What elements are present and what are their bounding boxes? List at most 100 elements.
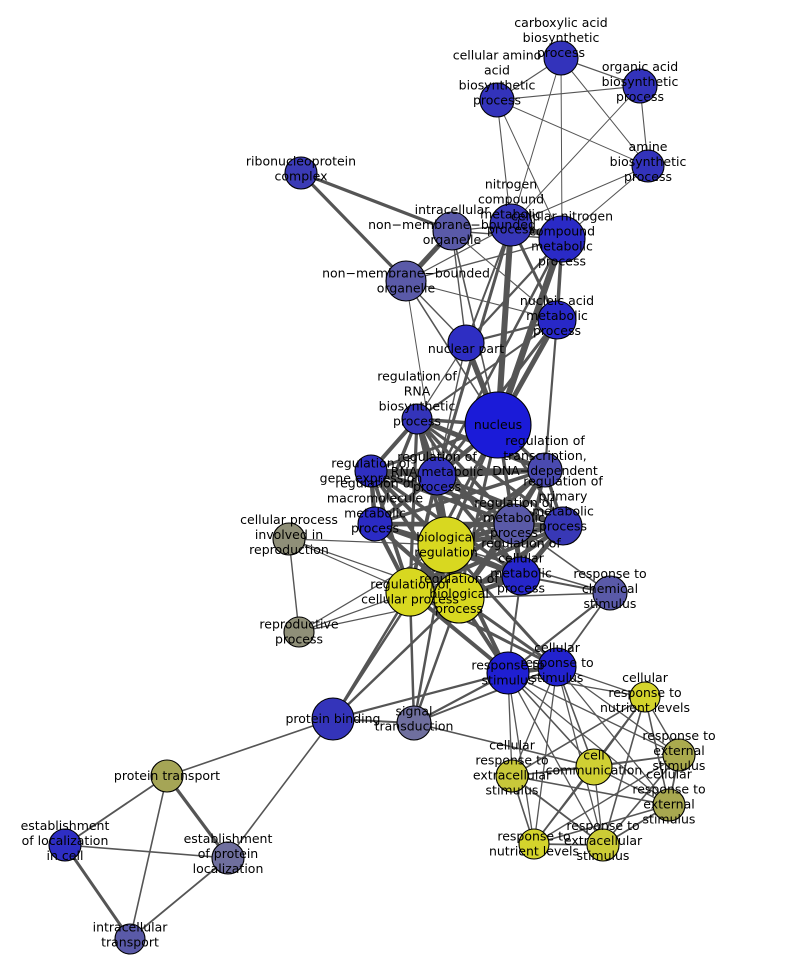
graph-node-regulation-of-primary-metabolic-process[interactable] — [543, 506, 583, 546]
graph-node-cellular-response-to-external-stimulus[interactable] — [652, 788, 686, 822]
graph-edge — [129, 857, 229, 940]
graph-edge — [331, 596, 461, 721]
graph-node-establishment-of-protein-localization[interactable] — [211, 841, 245, 875]
graph-node-label: amine biosynthetic process — [610, 139, 687, 184]
graph-node-label: non−membrane−bounded organelle — [322, 265, 490, 295]
graph-node-protein-binding[interactable] — [311, 697, 355, 741]
graph-node-regulation-of-cellular-metabolic-process[interactable] — [501, 556, 541, 596]
graph-node-nuclear-part[interactable] — [447, 324, 485, 362]
graph-edge — [435, 474, 565, 528]
graph-node-label: signal transduction — [375, 703, 454, 733]
graph-node-regulation-of-biological-process[interactable] — [433, 572, 485, 624]
graph-node-label: cellular response to extracellular stimulus — [473, 737, 552, 797]
graph-node-protein-transport[interactable] — [150, 759, 184, 793]
graph-node-label: cellular nitrogen compound metabolic proces… — [511, 208, 613, 268]
graph-edge — [129, 775, 168, 940]
graph-edge — [298, 597, 460, 633]
graph-node-biological-regulation[interactable] — [417, 516, 475, 574]
graph-edge — [166, 718, 334, 777]
nodes-layer[interactable] — [48, 40, 696, 955]
graph-edge — [64, 844, 229, 859]
graph-node-non-membrane-bounded-organelle[interactable] — [385, 260, 427, 302]
graph-node-cellular-response-to-nutrient-levels[interactable] — [629, 681, 661, 713]
graph-node-label: regulation of biological process — [419, 571, 499, 616]
graph-node-signal-transduction[interactable] — [396, 705, 432, 741]
graph-edge — [556, 666, 670, 806]
graph-node-label: regulation of gene expression — [320, 455, 423, 485]
graph-node-nucleic-acid-metabolic-process[interactable] — [537, 300, 577, 340]
graph-node-regulation-of-metabolic-process[interactable] — [493, 503, 535, 545]
graph-edge — [165, 774, 230, 860]
graph-node-label: regulation of transcription, DNA−dependent — [492, 433, 598, 478]
graph-node-regulation-of-rna-metabolic-process[interactable] — [417, 456, 457, 496]
graph-node-response-to-external-stimulus[interactable] — [662, 738, 696, 772]
graph-node-cellular-amino-acid-biosynthetic-process[interactable] — [479, 82, 515, 118]
graph-node-label: response to stimulus — [471, 657, 544, 687]
graph-node-regulation-of-gene-expression[interactable] — [354, 454, 388, 488]
graph-node-response-to-stimulus[interactable] — [486, 651, 530, 695]
graph-node-cellular-response-to-extracellular-stimulus[interactable] — [495, 759, 529, 793]
graph-node-label: establishment of protein localization — [184, 831, 273, 876]
graph-edge — [507, 672, 535, 845]
graph-node-label: nucleic acid metabolic process — [520, 293, 594, 338]
graph-edge — [63, 843, 132, 941]
graph-node-cellular-response-to-stimulus[interactable] — [537, 647, 577, 687]
graph-node-label: regulation of primary metabolic process — [523, 473, 603, 533]
graph-edge — [507, 672, 604, 846]
graph-edge — [507, 672, 680, 756]
graph-node-regulation-of-macromolecule-metabolic-process[interactable] — [357, 506, 393, 542]
graph-node-label: regulation of macromolecule metabolic proce… — [327, 475, 423, 535]
graph-node-label: carboxylic acid biosynthetic process — [514, 15, 607, 60]
graph-node-regulation-of-cellular-process[interactable] — [385, 567, 435, 617]
graph-node-regulation-of-rna-biosynthetic-process[interactable] — [401, 403, 433, 435]
graph-node-label: reproductive process — [259, 616, 339, 646]
graph-edge — [556, 666, 680, 756]
graph-node-response-to-chemical-stimulus[interactable] — [592, 575, 628, 611]
graph-edge — [64, 775, 168, 846]
graph-edge — [331, 671, 510, 721]
graph-edge — [560, 57, 563, 240]
graph-edge — [413, 666, 558, 724]
graph-node-organic-acid-biosynthetic-process[interactable] — [622, 68, 658, 104]
graph-node-label: cellular response to external stimulus — [632, 766, 705, 826]
graph-node-cellular-nitrogen-compound-metabolic-process[interactable] — [538, 215, 586, 263]
graph-node-label: regulation of RNA biosynthetic process — [377, 368, 457, 428]
graph-edge — [299, 171, 454, 233]
graph-node-label: nucleus — [474, 417, 522, 432]
graph-edge — [451, 230, 558, 321]
graph-node-label: protein transport — [114, 768, 220, 783]
graph-edge — [412, 543, 448, 725]
graph-node-label: cell communication — [546, 747, 643, 777]
graph-node-label: cellular amino acid biosynthetic process — [453, 47, 542, 107]
graph-node-label: regulation of cellular metabolic process — [481, 535, 561, 595]
graph-node-cell-communication[interactable] — [575, 748, 613, 786]
graph-edge — [369, 469, 516, 526]
graph-edge — [331, 590, 412, 721]
graph-edge — [413, 722, 595, 768]
graph-node-carboxylic-acid-biosynthetic-process[interactable] — [543, 40, 579, 76]
graph-edge — [510, 57, 562, 226]
graph-node-regulation-of-transcription-dna-dependent[interactable] — [527, 452, 563, 488]
graph-node-cellular-process-involved-in-reproduction[interactable] — [272, 522, 306, 556]
graph-node-intracellular-transport[interactable] — [114, 923, 146, 955]
graph-node-label: establishment of localization in cell — [21, 818, 110, 863]
graph-node-response-to-extracellular-stimulus[interactable] — [586, 828, 620, 862]
graph-node-amine-biosynthetic-process[interactable] — [631, 149, 665, 183]
graph-edge — [511, 775, 670, 806]
graph-node-nucleus[interactable] — [464, 391, 532, 459]
graph-node-label: cellular response to nutrient levels — [600, 670, 690, 715]
graph-node-ribonucleoprotein-complex[interactable] — [284, 156, 318, 190]
graph-edge — [506, 591, 612, 675]
graph-edge — [369, 468, 547, 473]
graph-edge — [408, 468, 547, 594]
graph-node-reproductive-process[interactable] — [283, 616, 315, 648]
graph-node-intracellular-non-membrane-bounded-organelle[interactable] — [432, 211, 472, 251]
graph-edge — [408, 417, 419, 594]
graph-node-response-to-nutrient-levels[interactable] — [518, 828, 550, 860]
graph-node-label: cellular response to stimulus — [520, 640, 593, 685]
graph-edge — [511, 696, 646, 777]
graph-node-establishment-of-localization-in-cell[interactable] — [48, 828, 82, 862]
graph-node-nitrogen-compound-metabolic-process[interactable] — [489, 203, 533, 247]
